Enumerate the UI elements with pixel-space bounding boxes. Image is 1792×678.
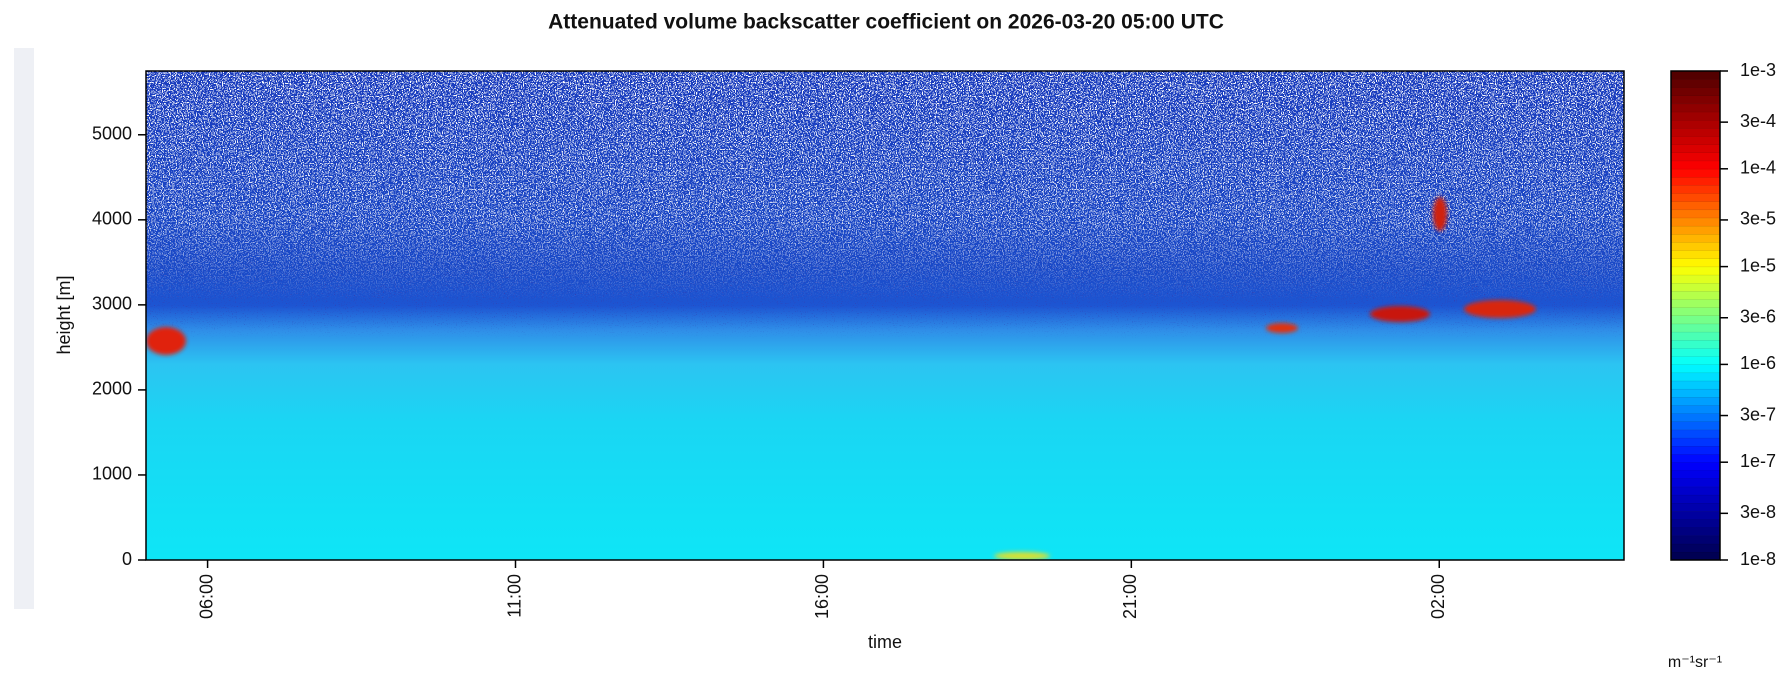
colorbar-band: [1670, 217, 1721, 227]
colorbar-band: [1670, 201, 1721, 211]
colorbar-band: [1670, 168, 1721, 178]
colorbar-band: [1670, 144, 1721, 154]
colorbar-tick-label: 1e-7: [1740, 451, 1776, 471]
colorbar-band: [1670, 551, 1721, 561]
colorbar-band: [1670, 209, 1721, 219]
colorbar-tick-label: 3e-7: [1740, 404, 1776, 424]
colorbar-band: [1670, 453, 1721, 463]
y-tick-label: 3000: [92, 294, 132, 314]
colorbar-band: [1670, 241, 1721, 251]
colorbar-band: [1670, 103, 1721, 113]
colorbar-band: [1670, 315, 1721, 325]
colorbar-band: [1670, 290, 1721, 300]
colorbar-band: [1670, 535, 1721, 545]
colorbar-band: [1670, 421, 1721, 431]
colorbar-tick-label: 3e-5: [1740, 209, 1776, 229]
colorbar-tick-label: 3e-8: [1740, 502, 1776, 522]
colorbar-band: [1670, 266, 1721, 276]
colorbar-band: [1670, 372, 1721, 382]
colorbar-band: [1670, 347, 1721, 357]
colorbar-band: [1670, 478, 1721, 488]
colorbar-band: [1670, 445, 1721, 455]
colorbar-band: [1670, 184, 1721, 194]
colorbar-band: [1670, 323, 1721, 333]
colorbar-frame: [1670, 70, 1721, 561]
colorbar-band: [1670, 95, 1721, 105]
colorbar-unit: m⁻¹sr⁻¹: [1668, 654, 1722, 671]
x-tick-label: 02:00: [1428, 574, 1448, 619]
colorbar-band: [1670, 519, 1721, 528]
heatmap: [146, 71, 1624, 560]
colorbar-tick-label: 1e-4: [1740, 158, 1776, 178]
colorbar-band: [1670, 388, 1721, 398]
x-axis-title: time: [868, 632, 902, 652]
colorbar-band: [1670, 404, 1721, 414]
colorbar-band: [1670, 380, 1721, 390]
colorbar-tick-label: 3e-4: [1740, 111, 1776, 131]
colorbar-tick-label: 1e-8: [1740, 549, 1776, 569]
colorbar-band: [1670, 437, 1721, 447]
colorbar-band: [1670, 510, 1721, 520]
y-tick-label: 0: [122, 549, 132, 569]
colorbar-band: [1670, 274, 1721, 284]
colorbar-band: [1670, 111, 1721, 121]
x-tick-label: 21:00: [1120, 574, 1140, 619]
x-tick-label: 06:00: [196, 574, 216, 619]
colorbar-band: [1670, 193, 1721, 202]
colorbar-band: [1670, 462, 1721, 471]
colorbar-band: [1670, 127, 1721, 137]
colorbar-band: [1670, 502, 1721, 512]
colorbar-band: [1670, 135, 1721, 145]
y-tick-label: 1000: [92, 464, 132, 484]
colorbar-band: [1670, 527, 1721, 537]
chart-title: Attenuated volume backscatter coefficien…: [548, 11, 1224, 34]
side-panel: [14, 48, 34, 609]
colorbar-band: [1670, 494, 1721, 504]
colorbar-band: [1670, 331, 1721, 341]
colorbar-band: [1670, 250, 1721, 259]
colorbar-tick-label: 1e-3: [1740, 60, 1776, 80]
colorbar-band: [1670, 225, 1721, 235]
y-tick-label: 4000: [92, 209, 132, 229]
colorbar-band: [1670, 258, 1721, 268]
colorbar-band: [1670, 160, 1721, 170]
colorbar-band: [1670, 152, 1721, 162]
colorbar-band: [1670, 356, 1721, 365]
colorbar-band: [1670, 470, 1721, 480]
colorbar-tick-label: 3e-6: [1740, 306, 1776, 326]
colorbar-band: [1670, 70, 1721, 80]
colorbar-band: [1670, 119, 1721, 129]
colorbar-band: [1670, 87, 1721, 96]
colorbar-tick-label: 1e-6: [1740, 353, 1776, 373]
colorbar-band: [1670, 339, 1721, 349]
colorbar-band: [1670, 176, 1721, 186]
colorbar-band: [1670, 413, 1721, 422]
x-tick-label: 16:00: [812, 574, 832, 619]
colorbar-tick-label: 1e-5: [1740, 255, 1776, 275]
colorbar-band: [1670, 396, 1721, 406]
colorbar-band: [1670, 543, 1721, 553]
plot-frame: [145, 70, 1625, 561]
colorbar-band: [1670, 486, 1721, 496]
colorbar-band: [1670, 307, 1721, 317]
x-tick-label: 11:00: [504, 574, 524, 618]
colorbar-band: [1670, 429, 1721, 439]
colorbar-band: [1670, 299, 1721, 308]
colorbar-band: [1670, 364, 1721, 374]
colorbar-band: [1670, 282, 1721, 292]
y-axis-title: height [m]: [54, 275, 74, 354]
colorbar-band: [1670, 233, 1721, 243]
colorbar-band: [1670, 78, 1721, 88]
y-tick-label: 2000: [92, 379, 132, 399]
y-tick-label: 5000: [92, 124, 132, 144]
